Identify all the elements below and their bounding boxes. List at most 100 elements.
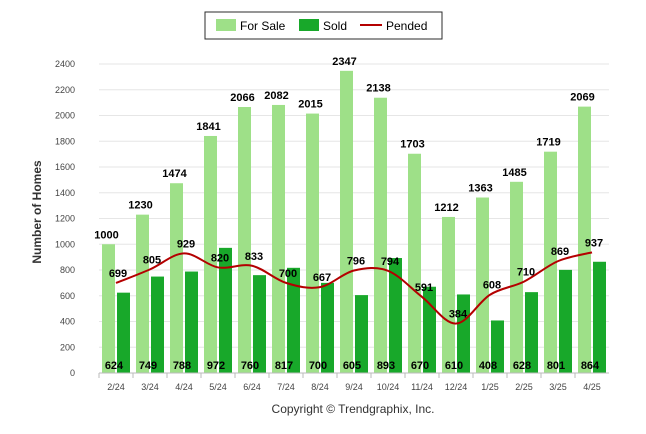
- x-tick-label: 6/24: [243, 382, 261, 392]
- x-tick-label: 5/24: [209, 382, 227, 392]
- x-tick-label: 10/24: [377, 382, 400, 392]
- bar-sold: [253, 275, 266, 373]
- label-for-sale: 2069: [570, 92, 594, 104]
- y-tick-label: 2400: [55, 59, 75, 69]
- label-pended: 805: [143, 254, 161, 266]
- bar-sold: [321, 282, 334, 373]
- y-tick-label: 1000: [55, 239, 75, 249]
- x-tick-label: 2/25: [515, 382, 533, 392]
- legend-label-for-sale: For Sale: [240, 19, 286, 33]
- label-sold: 788: [173, 360, 191, 372]
- bar-for-sale: [374, 97, 387, 374]
- label-sold: 749: [139, 360, 157, 372]
- label-for-sale: 1719: [536, 137, 560, 149]
- y-axis-label: Number of Homes: [30, 160, 44, 264]
- bar-for-sale: [238, 107, 251, 373]
- label-for-sale: 1841: [196, 121, 220, 133]
- bar-for-sale: [340, 70, 353, 373]
- bar-sold: [355, 295, 368, 373]
- label-pended: 699: [109, 268, 127, 280]
- legend-label-pended: Pended: [386, 19, 427, 33]
- label-sold: 864: [581, 360, 600, 372]
- bar-sold: [593, 261, 606, 373]
- label-for-sale: 1212: [434, 202, 458, 214]
- label-for-sale: 2082: [264, 90, 288, 102]
- label-pended: 667: [313, 272, 331, 284]
- label-pended: 384: [449, 309, 468, 321]
- bars: [102, 70, 606, 374]
- y-tick-label: 1200: [55, 214, 75, 224]
- label-sold: 628: [513, 360, 531, 372]
- y-tick-label: 800: [60, 265, 75, 275]
- bar-sold: [457, 294, 470, 373]
- bar-sold: [117, 292, 130, 373]
- bar-for-sale: [272, 104, 285, 373]
- legend: For Sale Sold Pended: [204, 11, 443, 40]
- label-sold: 610: [445, 360, 463, 372]
- label-pended: 710: [517, 267, 535, 279]
- pended-line: [115, 251, 593, 325]
- bar-sold: [559, 269, 572, 373]
- y-tick-label: 1800: [55, 136, 75, 146]
- axes: 0 200 400 600 800 1000 1200 1400 1600 1800 2000 220…: [55, 59, 609, 392]
- bar-for-sale: [510, 181, 523, 373]
- label-for-sale: 1474: [162, 168, 187, 180]
- label-for-sale: 1230: [128, 200, 152, 212]
- bar-for-sale: [204, 135, 217, 373]
- bar-for-sale: [578, 106, 591, 374]
- label-for-sale: 1485: [502, 167, 526, 179]
- label-pended: 608: [483, 280, 501, 292]
- bar-for-sale: [408, 153, 421, 373]
- label-pended: 591: [415, 282, 433, 294]
- bar-for-sale: [136, 214, 149, 373]
- bar-sold: [185, 271, 198, 373]
- label-pended: 794: [381, 256, 400, 268]
- bar-sold: [525, 292, 538, 373]
- label-for-sale: 1000: [94, 229, 118, 241]
- x-tick-label: 11/24: [411, 382, 433, 392]
- bar-for-sale: [544, 151, 557, 373]
- label-for-sale: 2138: [366, 83, 390, 95]
- y-tick-label: 1600: [55, 162, 75, 172]
- label-for-sale: 1363: [468, 183, 492, 195]
- bar-sold: [287, 267, 300, 373]
- y-tick-label: 400: [60, 317, 75, 327]
- label-sold: 893: [377, 360, 395, 372]
- label-pended: 869: [551, 246, 569, 258]
- x-tick-label: 7/24: [277, 382, 295, 392]
- label-sold: 817: [275, 360, 293, 372]
- y-tick-label: 0: [70, 368, 75, 378]
- x-tick-label: 9/24: [345, 382, 363, 392]
- bar-sold: [491, 320, 504, 373]
- label-sold: 801: [547, 360, 565, 372]
- label-pended: 796: [347, 256, 365, 268]
- x-tick-label: 4/25: [583, 382, 601, 392]
- label-for-sale: 1703: [400, 139, 424, 151]
- x-tick-label: 3/25: [549, 382, 567, 392]
- bar-for-sale: [476, 197, 489, 373]
- label-sold: 670: [411, 360, 429, 372]
- y-tick-label: 600: [60, 291, 75, 301]
- bar-for-sale: [170, 183, 183, 373]
- label-pended: 929: [177, 238, 195, 250]
- legend-box: [204, 11, 443, 40]
- label-pended: 833: [245, 251, 263, 263]
- y-tick-label: 200: [60, 342, 75, 352]
- label-pended: 937: [585, 237, 603, 249]
- label-sold: 972: [207, 360, 225, 372]
- bar-for-sale: [306, 113, 319, 373]
- data-labels: 1000 624 1230 749 1474 788 1841 972 2066 760 2082 8…: [94, 56, 603, 372]
- bar-sold: [389, 258, 402, 373]
- x-tick-label: 1/25: [481, 382, 499, 392]
- label-sold: 605: [343, 360, 361, 372]
- label-for-sale: 2066: [230, 92, 254, 104]
- label-sold: 624: [105, 360, 124, 372]
- label-pended: 820: [211, 252, 229, 264]
- x-tick-label: 3/24: [141, 382, 159, 392]
- copyright-footer: Copyright © Trendgraphix, Inc.: [272, 402, 435, 416]
- label-sold: 760: [241, 360, 259, 372]
- bar-sold: [151, 276, 164, 373]
- x-tick-label: 12/24: [445, 382, 468, 392]
- x-tick-label: 2/24: [107, 382, 125, 392]
